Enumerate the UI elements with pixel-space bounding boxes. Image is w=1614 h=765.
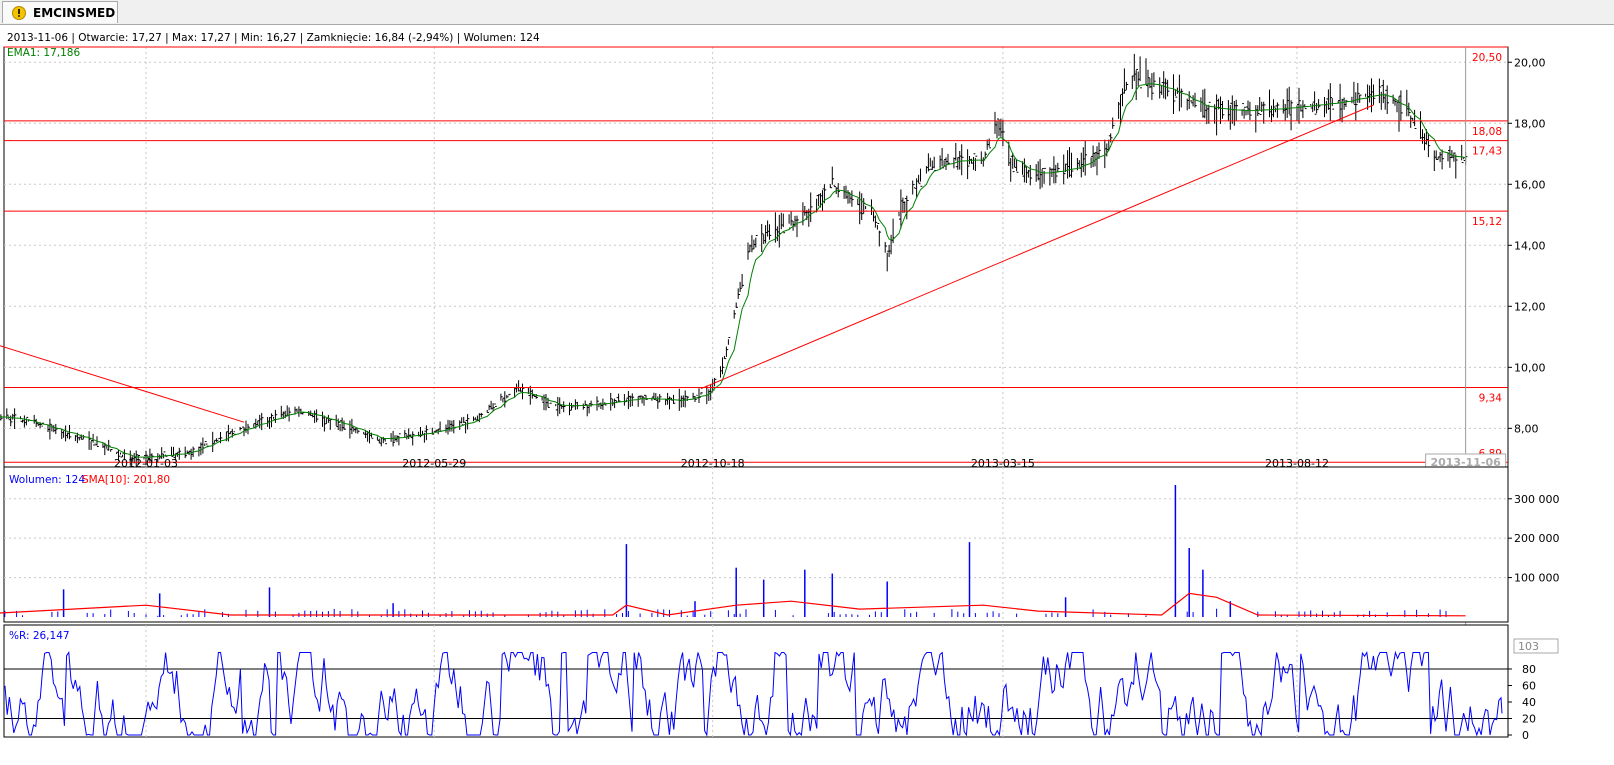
y-tick-label: 16,00 [1514,178,1546,191]
tab-title: EMCINSMED [33,6,116,20]
volume-label: Wolumen: 124 [9,474,85,486]
y-tick-label: 8,00 [1514,422,1539,435]
ema-polyline [0,83,1466,458]
wr-tick-label: 40 [1522,696,1536,709]
price-plot-area [3,46,1509,470]
volume-panel[interactable]: 300 000 200 000 100 000 Wolumen: 124 SMA[1… [0,466,1560,623]
level-label: 15,12 [1472,216,1502,228]
trendline [0,345,245,423]
wr-plot-area [3,624,1509,738]
volume-tick-label: 100 000 [1514,572,1560,585]
wr-top-label: 103 [1518,640,1539,653]
volume-tick-label: 300 000 [1514,493,1560,506]
tab-emcinsmed[interactable]: EMCINSMED [2,1,118,23]
current-date-label: 2013-11-06 [1430,456,1501,469]
price-info-text: 2013-11-06 | Otwarcie: 17,27 | Max: 17,2… [7,32,540,44]
volume-sma-label: SMA[10]: 201,80 [82,474,170,486]
level-label: 18,08 [1472,126,1502,138]
sma-polyline [0,592,1466,617]
wr-polyline [4,650,1503,737]
price-y-axis: 20,00 18,00 16,00 14,00 12,00 10,00 8,00 [1508,56,1546,435]
volume-sma-line [0,592,1466,617]
wr-tick-label: 60 [1522,679,1536,692]
wr-label: %R: 26,147 [9,630,70,642]
wr-tick-label: 20 [1522,712,1536,725]
wr-grid [4,625,1508,737]
volume-grid [4,467,1508,621]
y-tick-label: 12,00 [1514,300,1546,313]
y-tick-label: 18,00 [1514,117,1546,130]
wr-tick-label: 0 [1522,729,1529,742]
volume-y-axis: 300 000 200 000 100 000 [1508,493,1560,585]
wr-top-box [1513,638,1559,654]
trendline [700,104,1374,390]
wr-y-axis: 80 60 40 20 0 103 [1508,638,1559,742]
level-label: 20,50 [1472,52,1502,64]
wr-tick-label: 80 [1522,663,1536,676]
volume-tick-label: 200 000 [1514,532,1560,545]
volume-bars [4,485,1447,617]
y-tick-label: 14,00 [1514,239,1546,252]
ema-line [0,83,1466,458]
y-tick-label: 10,00 [1514,361,1546,374]
tab-bar: EMCINSMED [0,0,1614,25]
level-label: 9,34 [1479,392,1503,404]
volume-plot-area [3,466,1509,623]
level-label: 17,43 [1472,146,1502,158]
y-tick-label: 20,00 [1514,56,1546,69]
ema-label: EMA1: 17,186 [7,47,80,59]
williams-r-panel[interactable]: 80 60 40 20 0 103 %R: 26,147 [3,624,1559,742]
wr-line [4,650,1503,737]
warning-icon [12,6,26,20]
trendlines [0,104,1374,423]
